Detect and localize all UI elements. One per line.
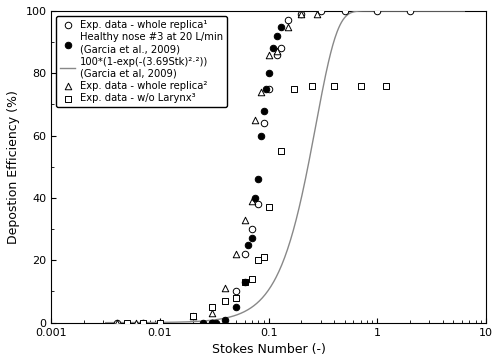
- Healthy nose #3 at 20 L/min
(Garcia et al., 2009): [274, 33, 281, 39]
- Exp. data - whole replica²: [156, 320, 164, 326]
- Exp. data - whole replica²: [240, 217, 248, 223]
- Exp. data - w/o Larynx³: [382, 83, 390, 89]
- Exp. data - whole replica²: [284, 24, 292, 29]
- Exp. data - whole replica¹: [260, 120, 268, 126]
- Exp. data - w/o Larynx³: [156, 320, 164, 326]
- Exp. data - whole replica²: [257, 89, 265, 95]
- Exp. data - w/o Larynx³: [260, 254, 268, 260]
- Exp. data - whole replica²: [274, 49, 281, 54]
- Y-axis label: Depostion Efficiency (%): Depostion Efficiency (%): [7, 90, 20, 244]
- Exp. data - whole replica²: [208, 310, 216, 316]
- 100*(1-exp(-(3.69Stk)²·²))
(Garcia et al, 2009): [316, 105, 322, 110]
- Healthy nose #3 at 20 L/min
(Garcia et al., 2009): [248, 236, 256, 241]
- Exp. data - whole replica¹: [277, 45, 285, 51]
- 100*(1-exp(-(3.69Stk)²·²))
(Garcia et al, 2009): [102, 321, 108, 325]
- 100*(1-exp(-(3.69Stk)²·²))
(Garcia et al, 2009): [391, 9, 397, 13]
- Exp. data - whole replica¹: [240, 251, 248, 257]
- Healthy nose #3 at 20 L/min
(Garcia et al., 2009): [200, 320, 207, 326]
- X-axis label: Stokes Number (-): Stokes Number (-): [212, 343, 326, 356]
- Exp. data - w/o Larynx³: [277, 148, 285, 154]
- 100*(1-exp(-(3.69Stk)²·²))
(Garcia et al, 2009): [454, 9, 460, 13]
- Healthy nose #3 at 20 L/min
(Garcia et al., 2009): [212, 320, 220, 326]
- Exp. data - whole replica¹: [374, 8, 382, 14]
- Healthy nose #3 at 20 L/min
(Garcia et al., 2009): [277, 24, 285, 29]
- Exp. data - whole replica²: [188, 314, 196, 319]
- Exp. data - whole replica¹: [254, 201, 262, 207]
- Exp. data - w/o Larynx³: [290, 86, 298, 92]
- Exp. data - whole replica²: [139, 320, 147, 326]
- 100*(1-exp(-(3.69Stk)²·²))
(Garcia et al, 2009): [462, 9, 468, 13]
- Healthy nose #3 at 20 L/min
(Garcia et al., 2009): [260, 108, 268, 114]
- 100*(1-exp(-(3.69Stk)²·²))
(Garcia et al, 2009): [275, 271, 281, 275]
- Exp. data - w/o Larynx³: [124, 320, 132, 326]
- Healthy nose #3 at 20 L/min
(Garcia et al., 2009): [262, 86, 270, 92]
- Exp. data - whole replica²: [113, 320, 121, 326]
- Exp. data - whole replica¹: [208, 320, 216, 326]
- Healthy nose #3 at 20 L/min
(Garcia et al., 2009): [240, 279, 248, 285]
- Legend: Exp. data - whole replica¹, Healthy nose #3 at 20 L/min
(Garcia et al., 2009), 1: Exp. data - whole replica¹, Healthy nose…: [56, 16, 228, 107]
- Exp. data - whole replica²: [298, 11, 306, 17]
- Exp. data - w/o Larynx³: [232, 295, 240, 301]
- Healthy nose #3 at 20 L/min
(Garcia et al., 2009): [269, 45, 277, 51]
- Exp. data - w/o Larynx³: [208, 304, 216, 310]
- Healthy nose #3 at 20 L/min
(Garcia et al., 2009): [254, 176, 262, 182]
- Healthy nose #3 at 20 L/min
(Garcia et al., 2009): [232, 304, 240, 310]
- Healthy nose #3 at 20 L/min
(Garcia et al., 2009): [222, 317, 230, 322]
- Exp. data - whole replica²: [232, 251, 240, 257]
- Healthy nose #3 at 20 L/min
(Garcia et al., 2009): [264, 70, 272, 76]
- Exp. data - w/o Larynx³: [139, 320, 147, 326]
- Exp. data - w/o Larynx³: [222, 298, 230, 304]
- Exp. data - whole replica¹: [248, 226, 256, 232]
- Exp. data - whole replica¹: [264, 86, 272, 92]
- Exp. data - whole replica²: [248, 198, 256, 204]
- 100*(1-exp(-(3.69Stk)²·²))
(Garcia et al, 2009): [296, 203, 302, 207]
- Exp. data - w/o Larynx³: [254, 257, 262, 263]
- Exp. data - whole replica²: [251, 117, 259, 123]
- Exp. data - w/o Larynx³: [330, 83, 338, 89]
- Exp. data - w/o Larynx³: [248, 276, 256, 282]
- Healthy nose #3 at 20 L/min
(Garcia et al., 2009): [257, 133, 265, 139]
- Line: 100*(1-exp(-(3.69Stk)²·²))
(Garcia et al, 2009): 100*(1-exp(-(3.69Stk)²·²)) (Garcia et al…: [106, 11, 465, 323]
- Exp. data - w/o Larynx³: [240, 279, 248, 285]
- Exp. data - w/o Larynx³: [188, 314, 196, 319]
- Exp. data - whole replica²: [132, 320, 140, 326]
- Exp. data - whole replica¹: [274, 52, 281, 57]
- Exp. data - whole replica¹: [340, 8, 348, 14]
- 100*(1-exp(-(3.69Stk)²·²))
(Garcia et al, 2009): [273, 275, 279, 280]
- Exp. data - w/o Larynx³: [264, 204, 272, 210]
- Exp. data - whole replica¹: [316, 8, 324, 14]
- Exp. data - whole replica²: [314, 11, 322, 17]
- Exp. data - w/o Larynx³: [308, 83, 316, 89]
- Exp. data - whole replica²: [264, 52, 272, 57]
- Exp. data - whole replica¹: [284, 17, 292, 23]
- Healthy nose #3 at 20 L/min
(Garcia et al., 2009): [244, 242, 252, 248]
- Exp. data - whole replica¹: [113, 320, 121, 326]
- Healthy nose #3 at 20 L/min
(Garcia et al., 2009): [251, 195, 259, 201]
- Exp. data - whole replica¹: [298, 11, 306, 17]
- Exp. data - w/o Larynx³: [356, 83, 364, 89]
- 100*(1-exp(-(3.69Stk)²·²))
(Garcia et al, 2009): [398, 9, 404, 13]
- Healthy nose #3 at 20 L/min
(Garcia et al., 2009): [208, 320, 216, 326]
- Exp. data - whole replica¹: [139, 320, 147, 326]
- Exp. data - whole replica²: [222, 285, 230, 291]
- Exp. data - whole replica¹: [406, 8, 414, 14]
- Exp. data - whole replica¹: [232, 289, 240, 294]
